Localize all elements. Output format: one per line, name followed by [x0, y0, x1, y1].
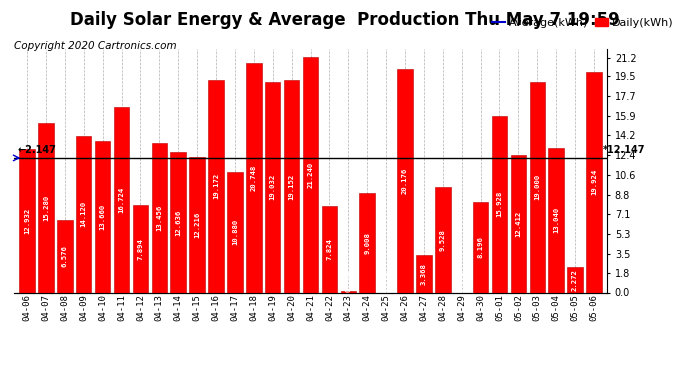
Text: Copyright 2020 Cartronics.com: Copyright 2020 Cartronics.com [14, 41, 177, 51]
Bar [189, 157, 205, 292]
Bar [586, 72, 602, 292]
Bar [246, 63, 262, 292]
Text: 21.240: 21.240 [308, 162, 313, 188]
Bar [359, 193, 375, 292]
Bar [303, 57, 318, 292]
Bar [265, 82, 280, 292]
Text: 15.928: 15.928 [497, 191, 502, 217]
Text: 19.000: 19.000 [534, 174, 540, 200]
Text: 0.000: 0.000 [383, 270, 389, 292]
Text: 9.528: 9.528 [440, 229, 446, 251]
Text: 12.636: 12.636 [175, 209, 181, 236]
Text: 3.368: 3.368 [421, 263, 427, 285]
Text: 15.280: 15.280 [43, 195, 49, 221]
Bar [170, 153, 186, 292]
Bar [511, 155, 526, 292]
Text: 0.104: 0.104 [345, 270, 351, 292]
Bar [284, 80, 299, 292]
Legend: Average(kWh), Daily(kWh): Average(kWh), Daily(kWh) [488, 13, 678, 32]
Text: *12.147: *12.147 [602, 145, 645, 155]
Text: 12.412: 12.412 [515, 211, 522, 237]
Text: 19.152: 19.152 [288, 173, 295, 200]
Text: Daily Solar Energy & Average  Production Thu May 7 19:59: Daily Solar Energy & Average Production … [70, 11, 620, 29]
Text: 6.576: 6.576 [62, 245, 68, 267]
Text: 19.172: 19.172 [213, 173, 219, 200]
Bar [341, 291, 356, 292]
Text: 12.216: 12.216 [194, 212, 200, 238]
Text: 20.748: 20.748 [250, 164, 257, 190]
Text: 7.824: 7.824 [326, 238, 333, 260]
Text: 0.000: 0.000 [459, 270, 464, 292]
Text: 13.456: 13.456 [157, 205, 162, 231]
Text: 10.880: 10.880 [232, 219, 238, 245]
Bar [57, 220, 72, 292]
Text: 13.660: 13.660 [99, 204, 106, 230]
Bar [529, 82, 545, 292]
Bar [114, 107, 129, 292]
Text: 8.196: 8.196 [477, 236, 484, 258]
Bar [397, 69, 413, 292]
Bar [322, 206, 337, 292]
Bar [435, 187, 451, 292]
Bar [473, 202, 489, 292]
Bar [95, 141, 110, 292]
Text: 9.008: 9.008 [364, 232, 371, 254]
Bar [38, 123, 54, 292]
Text: 12.932: 12.932 [24, 208, 30, 234]
Bar [492, 116, 507, 292]
Text: 2.272: 2.272 [572, 269, 578, 291]
Text: 19.924: 19.924 [591, 169, 597, 195]
Bar [152, 143, 167, 292]
Text: ←2.147: ←2.147 [17, 145, 57, 155]
Bar [549, 148, 564, 292]
Text: 20.176: 20.176 [402, 168, 408, 194]
Bar [76, 136, 92, 292]
Text: 13.040: 13.040 [553, 207, 559, 233]
Bar [416, 255, 432, 292]
Bar [567, 267, 583, 292]
Text: 7.894: 7.894 [137, 238, 144, 260]
Bar [227, 172, 243, 292]
Text: 14.120: 14.120 [81, 201, 87, 227]
Bar [132, 205, 148, 292]
Text: 19.032: 19.032 [270, 174, 276, 200]
Bar [19, 149, 34, 292]
Bar [208, 80, 224, 292]
Text: 16.724: 16.724 [119, 187, 124, 213]
